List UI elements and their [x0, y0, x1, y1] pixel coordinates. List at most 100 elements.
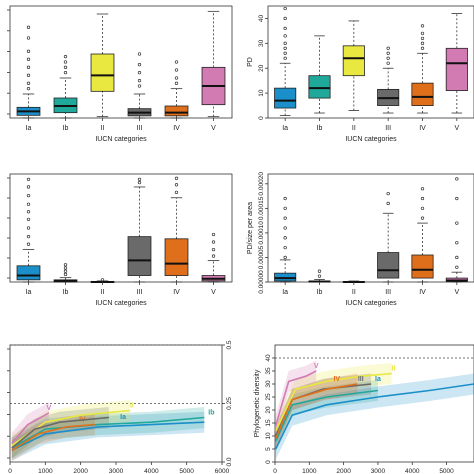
x-tick-label-V: V	[454, 289, 459, 296]
x-axis-label: IUCN categories	[345, 300, 397, 307]
y-tick-label: 0.00015	[258, 196, 265, 220]
y-tick-label: 10	[258, 89, 265, 97]
x-tick-label-II: II	[101, 289, 105, 296]
y-tick-label: 25	[265, 393, 272, 401]
outlier-point	[26, 49, 31, 53]
x-axis-label: IUCN categories	[95, 136, 147, 143]
outlier-point	[283, 255, 287, 260]
y-tick-label: 0.00005	[258, 245, 265, 269]
outlier-point	[455, 196, 459, 201]
curve-Ia	[274, 383, 474, 450]
series-label-V: V	[314, 363, 319, 370]
x-tick-label: 4000	[144, 468, 159, 474]
x-tick-label-V: V	[211, 289, 216, 296]
x-tick-label-Ib: Ib	[317, 125, 323, 132]
x-tick-label: 2000	[336, 468, 351, 474]
outlier-point	[26, 202, 31, 206]
x-tick-label: 5000	[179, 468, 194, 474]
plot-frame	[274, 344, 474, 463]
outlier-point	[420, 46, 425, 50]
box-III	[377, 252, 400, 279]
x-tick-label-III: III	[385, 289, 391, 296]
outlier-point	[420, 36, 425, 41]
outlier-point	[174, 81, 179, 85]
outlier-point	[420, 31, 425, 36]
y-tick-label: 5	[265, 447, 272, 451]
outlier-point	[63, 272, 68, 277]
x-tick-label: 1000	[38, 468, 53, 474]
outlier-point	[137, 71, 142, 75]
confidence-band-Ib	[275, 380, 378, 452]
y-tick-label: 20	[258, 64, 265, 72]
outlier-point	[174, 68, 179, 72]
outlier-point	[420, 206, 425, 211]
box-II	[90, 53, 115, 92]
outlier-point	[283, 34, 287, 38]
outlier-point	[137, 63, 142, 67]
outlier-point	[283, 216, 287, 220]
outlier-point	[26, 73, 31, 77]
x-tick-label: 0	[8, 468, 12, 474]
outlier-point	[283, 226, 287, 230]
outlier-point	[283, 245, 287, 250]
outlier-point	[137, 177, 142, 182]
outlier-point	[100, 278, 105, 282]
outlier-point	[317, 269, 322, 273]
box-III	[127, 236, 152, 276]
outlier-point	[174, 183, 179, 187]
outlier-point	[211, 240, 216, 244]
curve-Ib	[274, 389, 379, 442]
confidence-band-IV	[275, 373, 358, 450]
confidence-band-III	[275, 373, 372, 447]
outlier-point	[386, 191, 390, 196]
confidence-band-Ia	[275, 373, 474, 460]
x-tick-label-Ib: Ib	[317, 289, 323, 296]
outlier-point	[211, 232, 216, 237]
outlier-point	[211, 254, 216, 258]
outlier-point	[26, 65, 31, 69]
series-label-II: II	[391, 366, 395, 373]
outlier-point	[26, 57, 31, 61]
box-Ia	[16, 265, 41, 281]
x-tick-label-Ia: Ia	[26, 125, 32, 132]
outlier-point	[63, 269, 68, 273]
outlier-point	[26, 36, 31, 40]
outlier-point	[174, 76, 179, 80]
curve-III	[11, 416, 109, 449]
series-label-III: III	[358, 376, 364, 383]
x-tick-label-III: III	[137, 289, 143, 296]
outlier-point	[420, 41, 425, 45]
outlier-point	[283, 196, 287, 201]
outlier-point	[420, 196, 425, 201]
x-tick-label-III: III	[137, 125, 143, 132]
y-tick-label: 40	[258, 14, 265, 22]
y-tick-label: 30	[265, 380, 272, 388]
outlier-point	[386, 56, 390, 60]
outlier-point	[26, 87, 31, 91]
x-tick-label-IV: IV	[419, 289, 426, 296]
confidence-band-V	[275, 360, 317, 437]
outlier-point	[26, 234, 31, 239]
outlier-point	[63, 55, 68, 59]
plot-frame	[9, 173, 233, 283]
outlier-point	[137, 84, 142, 88]
x-tick-label-V: V	[211, 125, 216, 132]
outlier-point	[26, 185, 31, 189]
outlier-point	[174, 190, 179, 195]
outlier-point	[26, 242, 31, 246]
x-tick-label-Ia: Ia	[26, 289, 32, 296]
x-tick-label-V: V	[454, 125, 459, 132]
outlier-point	[26, 177, 31, 182]
curve-II	[274, 372, 392, 432]
x-tick-label-Ib: Ib	[63, 125, 69, 132]
confidence-band-II	[275, 363, 392, 442]
outlier-point	[283, 56, 287, 60]
outlier-point	[283, 206, 287, 211]
box-Ib	[308, 75, 331, 99]
series-label-II: II	[130, 403, 134, 410]
x-tick-label: 1000	[302, 468, 317, 474]
x-tick-label: 6000	[215, 468, 230, 474]
series-label-Ia: Ia	[375, 376, 381, 383]
outlier-point	[26, 226, 31, 230]
